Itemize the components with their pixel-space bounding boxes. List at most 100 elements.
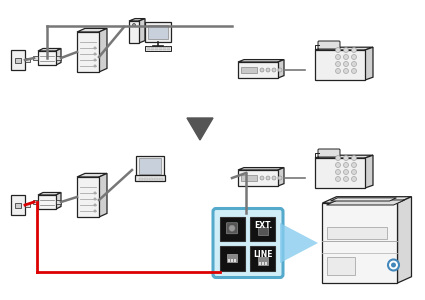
Circle shape — [260, 176, 264, 180]
FancyBboxPatch shape — [227, 254, 237, 262]
Circle shape — [351, 68, 357, 74]
FancyBboxPatch shape — [159, 49, 162, 50]
Circle shape — [343, 61, 348, 67]
FancyBboxPatch shape — [56, 200, 61, 204]
FancyBboxPatch shape — [163, 46, 166, 48]
Circle shape — [343, 47, 348, 52]
FancyBboxPatch shape — [262, 262, 264, 265]
FancyBboxPatch shape — [318, 149, 340, 157]
Polygon shape — [278, 60, 284, 78]
FancyBboxPatch shape — [147, 49, 150, 50]
Circle shape — [391, 262, 396, 268]
FancyBboxPatch shape — [135, 175, 165, 181]
Polygon shape — [77, 177, 99, 217]
FancyBboxPatch shape — [167, 46, 170, 48]
Circle shape — [343, 163, 348, 167]
FancyBboxPatch shape — [139, 158, 161, 174]
Circle shape — [272, 176, 276, 180]
Polygon shape — [56, 193, 61, 209]
Circle shape — [94, 52, 96, 56]
Circle shape — [335, 55, 340, 59]
Polygon shape — [56, 49, 61, 65]
Circle shape — [351, 163, 357, 167]
Polygon shape — [38, 193, 61, 195]
FancyBboxPatch shape — [163, 49, 166, 50]
Polygon shape — [77, 32, 99, 72]
Circle shape — [335, 68, 340, 74]
FancyBboxPatch shape — [15, 58, 21, 63]
Polygon shape — [129, 19, 145, 21]
FancyBboxPatch shape — [250, 246, 275, 271]
Circle shape — [94, 209, 96, 212]
FancyBboxPatch shape — [147, 46, 150, 48]
Circle shape — [335, 176, 340, 181]
FancyBboxPatch shape — [234, 259, 236, 262]
FancyBboxPatch shape — [167, 49, 170, 50]
FancyBboxPatch shape — [155, 46, 158, 48]
Polygon shape — [38, 195, 56, 209]
Polygon shape — [238, 168, 284, 170]
FancyBboxPatch shape — [228, 259, 230, 262]
FancyBboxPatch shape — [241, 175, 257, 181]
Circle shape — [335, 61, 340, 67]
Polygon shape — [38, 51, 56, 65]
FancyBboxPatch shape — [227, 223, 238, 234]
Circle shape — [351, 176, 357, 181]
Circle shape — [94, 64, 96, 68]
Circle shape — [229, 225, 235, 231]
FancyBboxPatch shape — [145, 22, 171, 42]
Circle shape — [272, 68, 276, 72]
Circle shape — [351, 155, 357, 160]
Circle shape — [343, 155, 348, 160]
Polygon shape — [238, 60, 284, 62]
Polygon shape — [280, 223, 318, 263]
Circle shape — [266, 176, 270, 180]
FancyBboxPatch shape — [318, 41, 340, 49]
FancyBboxPatch shape — [151, 46, 154, 48]
Circle shape — [335, 169, 340, 175]
Circle shape — [343, 169, 348, 175]
Polygon shape — [238, 170, 278, 186]
Polygon shape — [77, 28, 107, 32]
FancyBboxPatch shape — [33, 56, 38, 60]
FancyBboxPatch shape — [155, 49, 158, 50]
Text: EXT.: EXT. — [254, 221, 272, 230]
Polygon shape — [397, 197, 411, 283]
Polygon shape — [365, 47, 373, 80]
FancyBboxPatch shape — [56, 56, 61, 60]
Polygon shape — [326, 200, 405, 205]
FancyBboxPatch shape — [231, 259, 233, 262]
FancyBboxPatch shape — [328, 227, 388, 239]
Circle shape — [351, 47, 357, 52]
Circle shape — [343, 68, 348, 74]
FancyBboxPatch shape — [213, 208, 283, 278]
FancyBboxPatch shape — [144, 178, 148, 180]
FancyBboxPatch shape — [250, 217, 275, 241]
FancyBboxPatch shape — [25, 58, 30, 62]
Polygon shape — [136, 156, 164, 176]
FancyBboxPatch shape — [33, 200, 38, 204]
FancyBboxPatch shape — [25, 203, 30, 207]
FancyBboxPatch shape — [159, 178, 163, 180]
Polygon shape — [331, 198, 397, 201]
FancyBboxPatch shape — [220, 246, 245, 271]
Circle shape — [388, 260, 399, 271]
Polygon shape — [315, 47, 373, 50]
Circle shape — [94, 197, 96, 200]
Polygon shape — [11, 50, 25, 70]
Polygon shape — [139, 19, 145, 43]
Polygon shape — [315, 158, 365, 188]
Polygon shape — [323, 203, 397, 283]
Circle shape — [94, 58, 96, 61]
Circle shape — [351, 55, 357, 59]
Circle shape — [133, 23, 136, 26]
Polygon shape — [38, 49, 61, 51]
FancyBboxPatch shape — [139, 178, 143, 180]
Text: LINE: LINE — [253, 250, 273, 259]
Circle shape — [94, 191, 96, 194]
Polygon shape — [365, 155, 373, 188]
Polygon shape — [99, 173, 107, 217]
Circle shape — [266, 68, 270, 72]
FancyBboxPatch shape — [145, 46, 171, 51]
Circle shape — [351, 61, 357, 67]
